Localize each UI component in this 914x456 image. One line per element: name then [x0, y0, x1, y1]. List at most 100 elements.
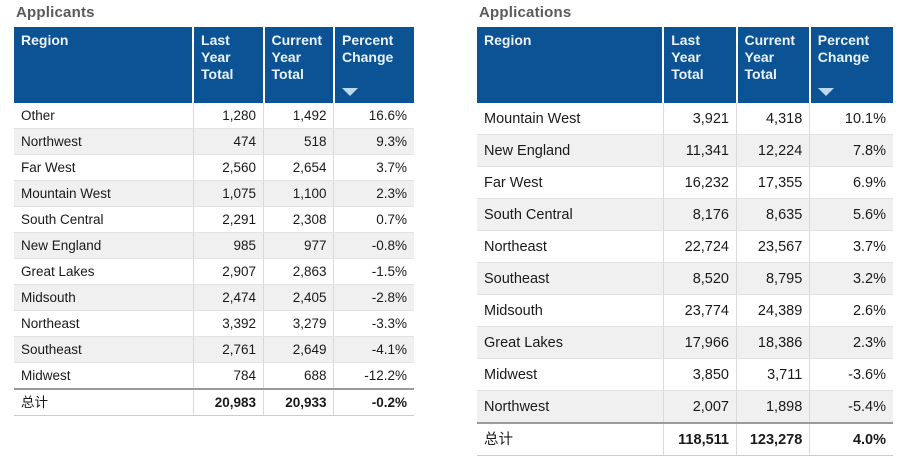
cell-last-year-total: 11,341 — [663, 134, 738, 167]
cell-last-year-total: 2,907 — [193, 258, 265, 285]
cell-last-year-total: 2,474 — [193, 284, 265, 311]
cell-percent-change: 2.6% — [809, 294, 893, 327]
column-header-percent-change[interactable]: Percent Change — [809, 27, 893, 103]
table-row[interactable]: Midsouth 2,474 2,405 -2.8% — [14, 284, 414, 311]
table-row[interactable]: Midwest 3,850 3,711 -3.6% — [477, 358, 893, 391]
cell-percent-change: -3.6% — [809, 358, 893, 391]
column-header-last-year-total[interactable]: Last Year Total — [663, 27, 738, 103]
cell-percent-change: 3.7% — [333, 154, 414, 181]
column-header-region[interactable]: Region — [477, 27, 665, 103]
cell-current-year-total: 977 — [263, 232, 335, 259]
table-row[interactable]: South Central 8,176 8,635 5.6% — [477, 198, 893, 231]
cell-current-year-total: 17,355 — [736, 166, 811, 199]
panel-applications: Applications Region Last Year Total Curr… — [477, 0, 893, 456]
table-header: Region Last Year Total Current Year Tota… — [477, 27, 893, 103]
table-row[interactable]: South Central 2,291 2,308 0.7% — [14, 206, 414, 233]
header-row: Region Last Year Total Current Year Tota… — [477, 27, 893, 103]
table-row[interactable]: New England 11,341 12,224 7.8% — [477, 134, 893, 167]
table-row[interactable]: Southeast 2,761 2,649 -4.1% — [14, 336, 414, 363]
column-label-last-year-total: Last Year Total — [671, 32, 704, 82]
sort-descending-arrow-icon[interactable] — [341, 88, 358, 96]
table-row[interactable]: Midwest 784 688 -12.2% — [14, 362, 414, 390]
panel-applicants: Applicants Region Last Year Total Curren… — [14, 0, 414, 416]
table-row[interactable]: Southeast 8,520 8,795 3.2% — [477, 262, 893, 295]
cell-last-year-total: 1,280 — [193, 103, 265, 129]
cell-last-year-total: 1,075 — [193, 180, 265, 207]
cell-current-year-total: 2,405 — [263, 284, 335, 311]
cell-current-year-total: 24,389 — [736, 294, 811, 327]
column-label-last-year-total: Last Year Total — [201, 32, 234, 82]
cell-last-year-total: 8,176 — [663, 198, 738, 231]
report-canvas: Applicants Region Last Year Total Curren… — [14, 0, 893, 456]
cell-percent-change: -4.1% — [333, 336, 414, 363]
cell-last-year-total: 784 — [193, 362, 265, 390]
cell-last-year-total: 22,724 — [663, 230, 738, 263]
column-label-percent-change: Percent Change — [817, 32, 870, 65]
table-row[interactable]: Great Lakes 2,907 2,863 -1.5% — [14, 258, 414, 285]
cell-last-year-total: 2,761 — [193, 336, 265, 363]
cell-current-year-total: 8,795 — [736, 262, 811, 295]
column-header-last-year-total[interactable]: Last Year Total — [193, 27, 265, 103]
cell-region: Midwest — [14, 362, 194, 390]
table-row[interactable]: Northeast 22,724 23,567 3.7% — [477, 230, 893, 263]
cell-region: Far West — [477, 166, 664, 199]
table-row[interactable]: Northeast 3,392 3,279 -3.3% — [14, 310, 414, 337]
cell-current-year-total: 23,567 — [736, 230, 811, 263]
cell-region: South Central — [14, 206, 194, 233]
cell-percent-change: 10.1% — [809, 103, 893, 135]
cell-percent-change: 16.6% — [333, 103, 414, 129]
cell-current-year-total: 2,308 — [263, 206, 335, 233]
cell-region: Northwest — [477, 390, 664, 424]
cell-current-year-total: 2,654 — [263, 154, 335, 181]
table-row[interactable]: Mountain West 3,921 4,318 10.1% — [477, 103, 893, 135]
column-label-region: Region — [484, 32, 532, 48]
table-applications: Region Last Year Total Current Year Tota… — [477, 27, 893, 456]
cell-region: Southeast — [477, 262, 664, 295]
cell-total-current-year: 20,933 — [263, 388, 335, 416]
table-row[interactable]: Far West 16,232 17,355 6.9% — [477, 166, 893, 199]
cell-percent-change: 3.2% — [809, 262, 893, 295]
cell-percent-change: 9.3% — [333, 128, 414, 155]
column-label-current-year-total: Current Year Total — [744, 32, 796, 82]
cell-percent-change: -2.8% — [333, 284, 414, 311]
cell-region: Mountain West — [14, 180, 194, 207]
table-row[interactable]: Northwest 2,007 1,898 -5.4% — [477, 390, 893, 424]
column-header-current-year-total[interactable]: Current Year Total — [736, 27, 811, 103]
table-row[interactable]: Mountain West 1,075 1,100 2.3% — [14, 180, 414, 207]
cell-percent-change: 3.7% — [809, 230, 893, 263]
table-total-row: 总计 118,511 123,278 4.0% — [477, 422, 893, 456]
cell-last-year-total: 474 — [193, 128, 265, 155]
column-label-region: Region — [21, 32, 69, 48]
table-row[interactable]: Midsouth 23,774 24,389 2.6% — [477, 294, 893, 327]
cell-total-current-year: 123,278 — [736, 422, 811, 456]
cell-last-year-total: 985 — [193, 232, 265, 259]
cell-region: South Central — [477, 198, 664, 231]
cell-region: Northeast — [477, 230, 664, 263]
column-header-percent-change[interactable]: Percent Change — [333, 27, 414, 103]
table-row[interactable]: Other 1,280 1,492 16.6% — [14, 103, 414, 129]
cell-last-year-total: 2,560 — [193, 154, 265, 181]
cell-percent-change: 6.9% — [809, 166, 893, 199]
cell-last-year-total: 3,850 — [663, 358, 738, 391]
column-header-region[interactable]: Region — [14, 27, 195, 103]
cell-current-year-total: 12,224 — [736, 134, 811, 167]
cell-region: Midsouth — [477, 294, 664, 327]
table-row[interactable]: Great Lakes 17,966 18,386 2.3% — [477, 326, 893, 359]
table-row[interactable]: Northwest 474 518 9.3% — [14, 128, 414, 155]
cell-percent-change: -12.2% — [333, 362, 414, 390]
panel-title-applications: Applications — [479, 4, 572, 21]
column-header-current-year-total[interactable]: Current Year Total — [263, 27, 335, 103]
sort-descending-arrow-icon[interactable] — [817, 88, 834, 96]
cell-percent-change: 5.6% — [809, 198, 893, 231]
cell-percent-change: -1.5% — [333, 258, 414, 285]
table-row[interactable]: New England 985 977 -0.8% — [14, 232, 414, 259]
cell-percent-change: 7.8% — [809, 134, 893, 167]
table-row[interactable]: Far West 2,560 2,654 3.7% — [14, 154, 414, 181]
cell-region: Mountain West — [477, 103, 664, 135]
cell-current-year-total: 518 — [263, 128, 335, 155]
cell-current-year-total: 8,635 — [736, 198, 811, 231]
cell-last-year-total: 17,966 — [663, 326, 738, 359]
cell-region: Northeast — [14, 310, 194, 337]
cell-region: Northwest — [14, 128, 194, 155]
cell-region: Other — [14, 103, 194, 129]
